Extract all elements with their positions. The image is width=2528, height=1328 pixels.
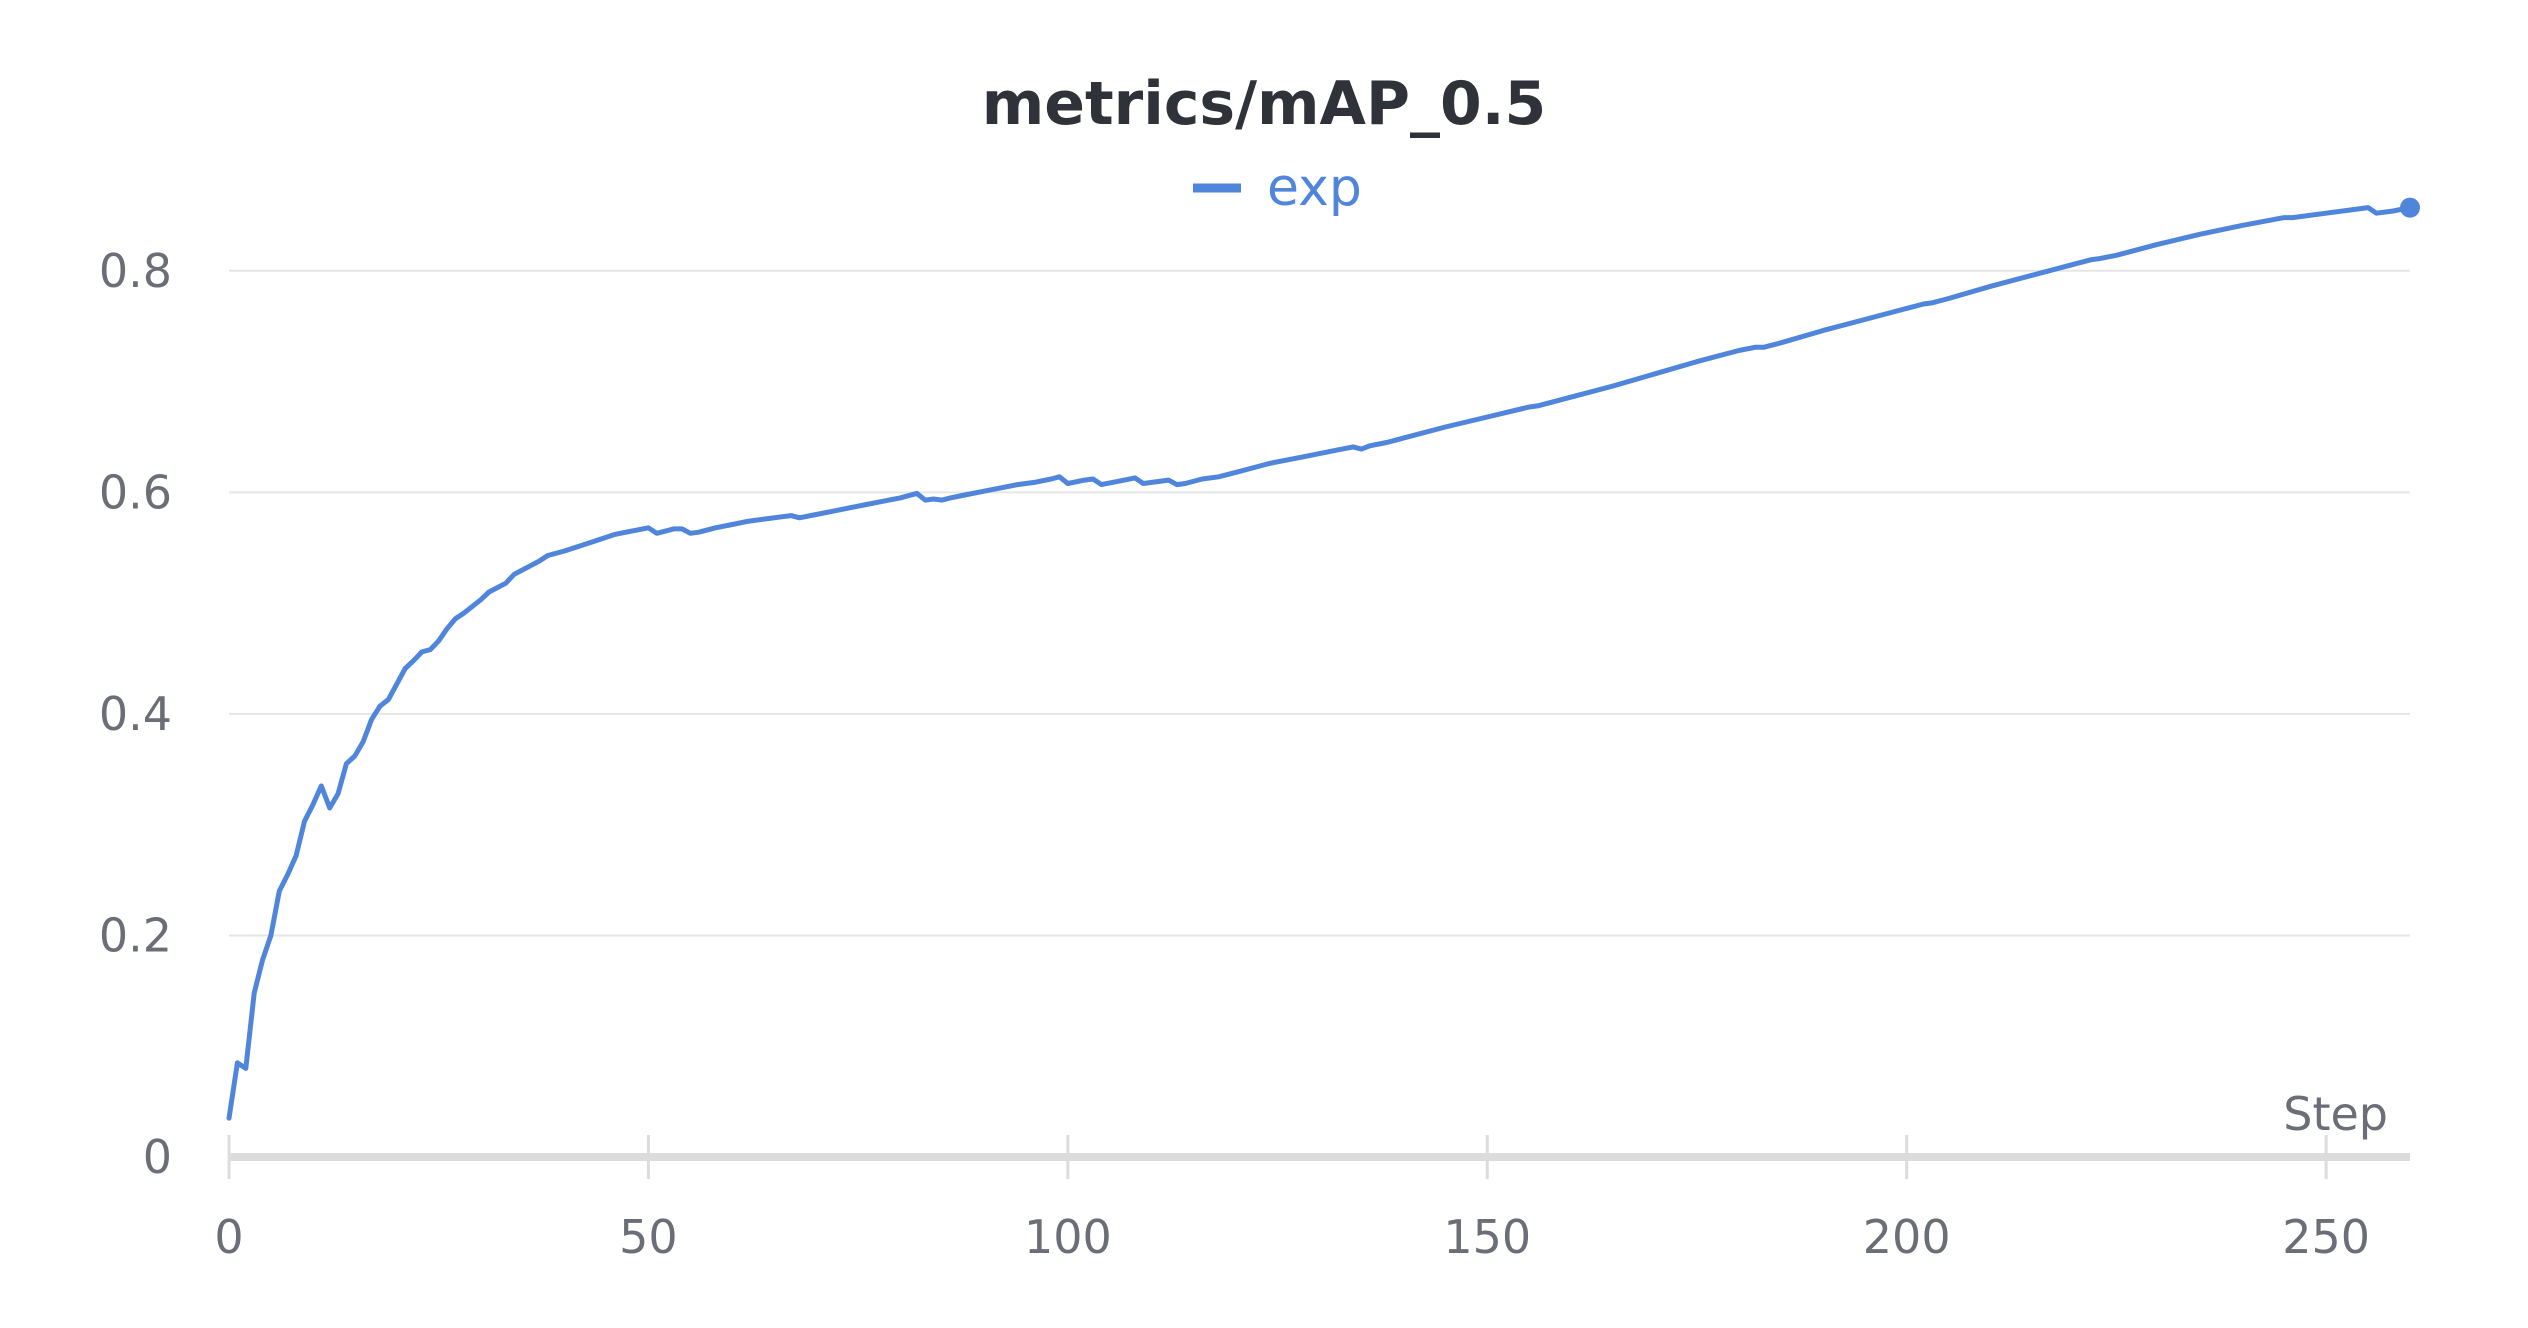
y-tick-label: 0.2 [99, 908, 172, 962]
y-tick-label: 0.4 [99, 687, 172, 741]
y-axis: 0 0.2 0.4 0.6 0.8 [99, 244, 172, 1184]
x-tick-label: 150 [1443, 1210, 1531, 1264]
series-exp[interactable] [226, 197, 2420, 1121]
y-tick-label: 0.6 [99, 465, 172, 519]
y-tick-label: 0.8 [99, 244, 172, 298]
x-tick-label: 200 [1863, 1210, 1951, 1264]
y-tick-label: 0 [143, 1130, 172, 1184]
x-tick-label: 50 [619, 1210, 678, 1264]
series-last-point[interactable] [2400, 197, 2420, 218]
x-tick-label: 0 [214, 1210, 243, 1264]
x-tick-label: 100 [1024, 1210, 1112, 1264]
x-axis-label: Step [2283, 1087, 2388, 1141]
series-line-exp[interactable] [226, 205, 2413, 1121]
legend-label-exp: exp [1267, 158, 1362, 218]
grid-lines [229, 269, 2410, 937]
x-axis: 0 50 100 150 200 250 [214, 1135, 2410, 1264]
x-tick-label: 250 [2282, 1210, 2370, 1264]
legend[interactable]: exp [1193, 158, 1362, 218]
chart-title: metrics/mAP_0.5 [982, 69, 1546, 139]
